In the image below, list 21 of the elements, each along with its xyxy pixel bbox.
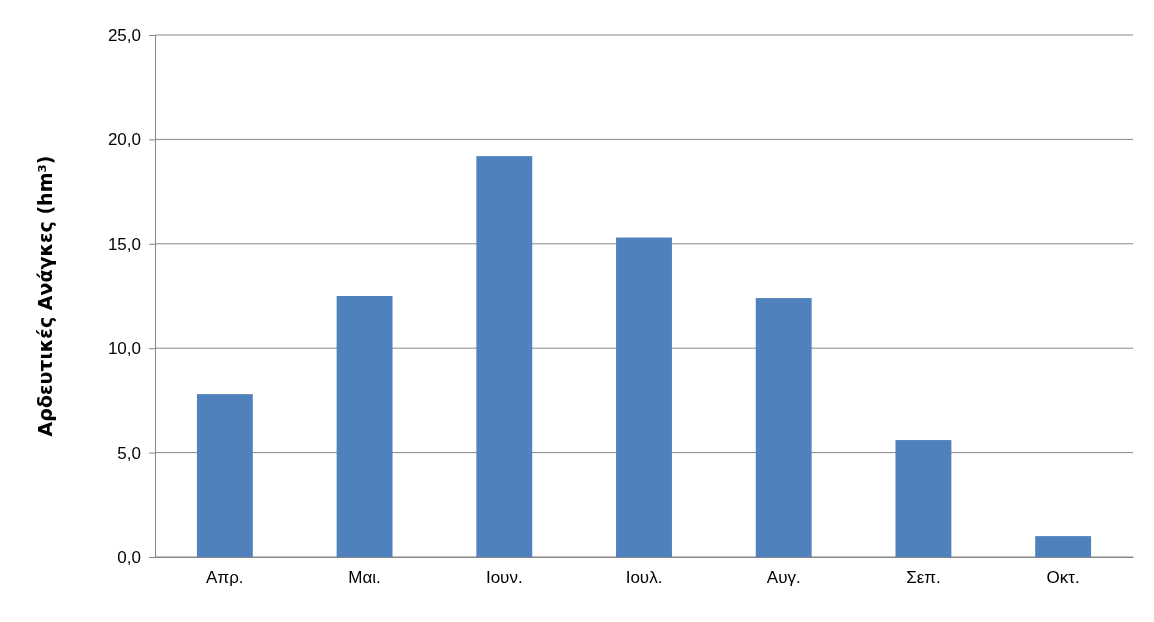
bar <box>196 394 253 557</box>
x-tick-label: Σεπ. <box>906 568 941 588</box>
bar <box>616 237 672 557</box>
y-tick-label: 20,0 <box>107 130 141 150</box>
y-tick-label: 15,0 <box>107 234 141 254</box>
x-tick-label: Μαι. <box>348 568 381 588</box>
x-tick-label: Απρ. <box>206 568 244 588</box>
y-tick-label: 10,0 <box>107 339 141 359</box>
bar <box>476 156 533 557</box>
bar <box>895 440 952 557</box>
y-tick-label: 0,0 <box>117 547 141 567</box>
x-tick-label: Αυγ. <box>766 568 801 588</box>
bar <box>336 296 393 557</box>
x-tick-label: Ιουλ. <box>625 568 663 588</box>
x-tick-label: Ιουν. <box>485 568 523 588</box>
bar <box>755 298 812 557</box>
bar <box>1035 536 1092 557</box>
y-axis-title: Αρδευτικές Ανάγκες (hm³) <box>34 155 56 437</box>
y-tick-label: 5,0 <box>117 443 141 463</box>
y-tick-label: 25,0 <box>107 25 141 45</box>
x-tick-label: Οκτ. <box>1046 568 1080 588</box>
